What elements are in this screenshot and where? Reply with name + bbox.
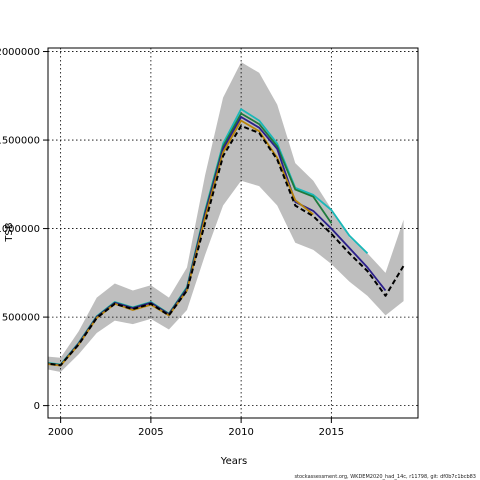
x-tick-label-2010: 2010 (228, 427, 253, 438)
footer-credit: stockassessment.org, WKDEM2020_had_14c, … (294, 474, 476, 480)
y-tick-label-500000: 500000 (2, 313, 40, 324)
series-line-4 (48, 119, 314, 367)
x-axis-title: Years (220, 456, 247, 467)
grid-layer (48, 48, 418, 418)
series-layer (48, 108, 405, 367)
confidence-band-layer (48, 62, 404, 372)
confidence-band (48, 62, 404, 372)
y-tick-label-1000000: 1000000 (0, 224, 40, 235)
x-tick-label-2015: 2015 (319, 427, 344, 438)
series-line-5 (48, 124, 405, 367)
x-tick-label-2005: 2005 (138, 427, 163, 438)
y-tick-label-0: 0 (34, 401, 40, 412)
y-axis-title: TSB (4, 222, 15, 242)
y-tick-label-2000000: 2000000 (0, 47, 40, 58)
y-tick-label-1500000: 1500000 (0, 136, 40, 147)
plot-frame (47, 47, 419, 419)
axis-layer: 2000 2005 2010 2015 0 500000 1000000 1500000 200… (0, 47, 419, 438)
x-tick-label-2000: 2000 (48, 427, 73, 438)
